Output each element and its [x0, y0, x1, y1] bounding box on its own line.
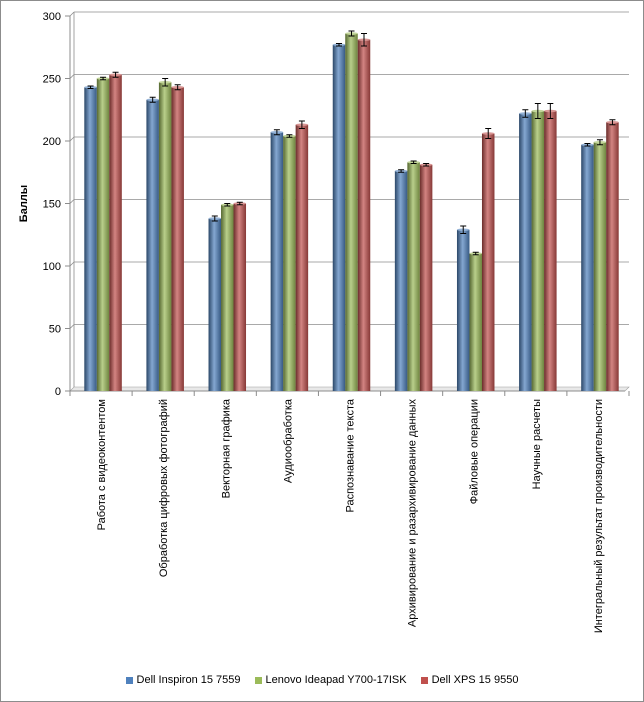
x-tick-label: Работа с видеоконтентом: [96, 399, 108, 530]
legend-swatch-red: [420, 676, 428, 684]
bar: [407, 162, 420, 391]
bar: [283, 136, 296, 391]
bar: [233, 203, 247, 391]
bar: [270, 132, 284, 391]
bar: [146, 99, 159, 391]
legend-label: Dell XPS 15 9550: [431, 674, 519, 686]
gridline-depth: [69, 74, 75, 79]
legend-label: Lenovo Ideapad Y700-17ISK: [265, 674, 407, 686]
y-tick-label: 50: [49, 324, 61, 336]
bar: [481, 133, 495, 391]
y-tick-label: 250: [43, 74, 61, 86]
x-tick-label: Аудиообработка: [282, 398, 294, 483]
y-tick-label: 150: [43, 199, 61, 211]
gridline-depth: [69, 261, 75, 267]
bar: [544, 111, 557, 391]
x-tick-label: Архивирование и разархивирование данных: [407, 399, 419, 628]
x-tick-label: Обработка цифровых фотографий: [158, 399, 170, 577]
legend-item-lenovo-ideapad: Lenovo Ideapad Y700-17ISK: [254, 674, 407, 686]
bar: [332, 44, 346, 391]
y-tick-label: 100: [43, 261, 61, 273]
bar: [208, 218, 222, 391]
bar: [394, 171, 408, 391]
bar: [606, 122, 619, 391]
x-tick-label: Научные расчеты: [531, 399, 543, 489]
gridline-depth: [69, 11, 75, 17]
bar: [593, 142, 607, 391]
bar: [96, 78, 110, 391]
legend-label: Dell Inspiron 15 7559: [136, 674, 241, 686]
bar: [469, 253, 482, 391]
x-tick-label: Файловые операции: [469, 399, 481, 504]
x-tick-label: Интегральный результат производительност…: [593, 399, 605, 633]
legend: Dell Inspiron 15 7559 Lenovo Ideapad Y70…: [1, 674, 643, 686]
x-tick-label: Векторная графика: [220, 398, 232, 498]
bar: [531, 111, 545, 391]
y-tick-label: 300: [43, 11, 61, 23]
y-axis-label: Баллы: [18, 185, 30, 222]
bar: [221, 204, 234, 391]
bar: [171, 87, 184, 391]
bar: [295, 124, 309, 391]
gridline-depth: [69, 324, 75, 329]
legend-swatch-green: [254, 676, 262, 684]
bar: [158, 82, 172, 391]
gridline-depth: [69, 136, 75, 142]
x-tick-label: Распознавание текста: [345, 398, 357, 512]
y-tick-label: 200: [43, 136, 61, 148]
bar: [456, 229, 470, 391]
gridline-depth: [69, 199, 75, 204]
legend-item-dell-xps: Dell XPS 15 9550: [420, 674, 519, 686]
bar: [581, 144, 594, 391]
bar: [109, 74, 122, 391]
y-tick-label: 0: [55, 386, 61, 398]
legend-swatch-blue: [125, 676, 133, 684]
bar: [84, 87, 97, 391]
bar: [345, 33, 358, 391]
bar: [419, 164, 433, 391]
legend-item-dell-inspiron: Dell Inspiron 15 7559: [125, 674, 241, 686]
bar: [519, 113, 532, 391]
bar: [357, 39, 371, 391]
